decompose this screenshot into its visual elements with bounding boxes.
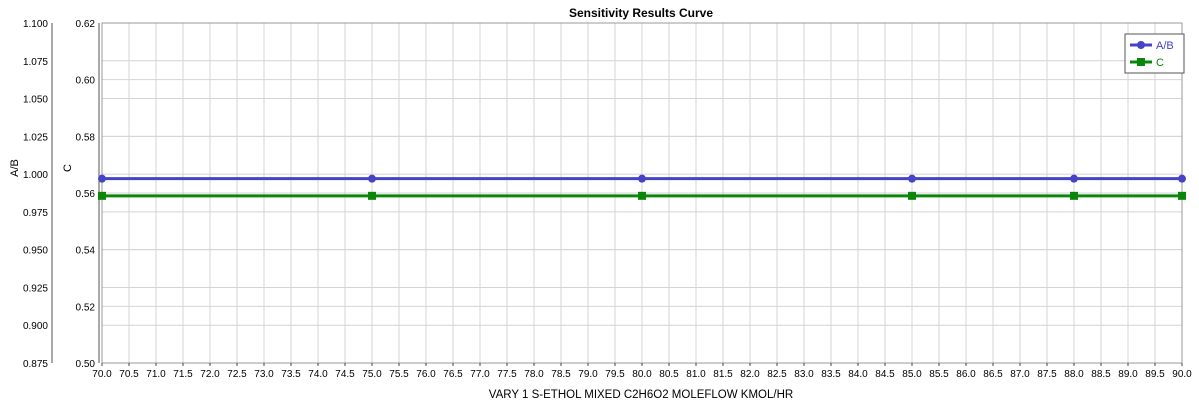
x-tick-label: 75.5 bbox=[389, 369, 409, 380]
legend-label-c: C bbox=[1156, 57, 1164, 69]
x-tick-label: 78.5 bbox=[551, 369, 571, 380]
x-tick-label: 85.0 bbox=[902, 369, 922, 380]
x-tick-label: 76.0 bbox=[416, 369, 436, 380]
x-tick-label: 82.0 bbox=[740, 369, 760, 380]
x-tick-label: 86.0 bbox=[956, 369, 976, 380]
x-tick-label: 73.0 bbox=[254, 369, 274, 380]
x-tick-label: 89.0 bbox=[1118, 369, 1138, 380]
data-point-c bbox=[1178, 191, 1186, 200]
data-point-ab bbox=[98, 174, 106, 183]
x-tick-label: 71.0 bbox=[146, 369, 166, 380]
x-tick-label: 82.5 bbox=[767, 369, 787, 380]
x-tick-label: 71.5 bbox=[173, 369, 193, 380]
y-tick-label-ab: 0.900 bbox=[23, 321, 48, 332]
x-tick-label: 79.0 bbox=[578, 369, 598, 380]
y-tick-label-ab: 1.100 bbox=[23, 19, 48, 30]
y-tick-label-c: 0.54 bbox=[76, 246, 96, 257]
y-tick-label-ab: 1.000 bbox=[23, 170, 48, 181]
data-point-ab bbox=[1070, 174, 1078, 183]
x-tick-label: 87.0 bbox=[1010, 369, 1030, 380]
x-tick-label: 75.0 bbox=[362, 369, 382, 380]
y-tick-label-c: 0.56 bbox=[76, 189, 96, 200]
y-tick-label-c: 0.58 bbox=[76, 132, 96, 143]
x-tick-label: 84.0 bbox=[848, 369, 868, 380]
legend: A/B C bbox=[1124, 33, 1185, 74]
x-tick-label: 70.0 bbox=[92, 369, 112, 380]
x-tick-label: 87.5 bbox=[1037, 369, 1057, 380]
data-point-c bbox=[908, 191, 916, 200]
y-tick-label-ab: 0.875 bbox=[23, 359, 48, 370]
x-tick-label: 83.5 bbox=[821, 369, 841, 380]
x-tick-label: 88.0 bbox=[1064, 369, 1084, 380]
x-tick-label: 74.5 bbox=[335, 369, 355, 380]
chart-title: Sensitivity Results Curve bbox=[569, 6, 713, 20]
legend-box bbox=[1124, 33, 1185, 74]
x-tick-label: 77.5 bbox=[497, 369, 517, 380]
y-tick-label-c: 0.52 bbox=[76, 302, 96, 313]
series-layer bbox=[98, 174, 1186, 200]
legend-label-ab: A/B bbox=[1156, 40, 1174, 52]
x-tick-label: 74.0 bbox=[308, 369, 328, 380]
data-point-c bbox=[638, 191, 646, 200]
x-tick-label: 88.5 bbox=[1091, 369, 1111, 380]
x-tick-label: 79.5 bbox=[605, 369, 625, 380]
legend-marker-c bbox=[1137, 58, 1145, 66]
y-tick-label-c: 0.62 bbox=[76, 19, 96, 30]
x-tick-label: 72.5 bbox=[227, 369, 247, 380]
data-point-ab bbox=[1178, 174, 1186, 183]
ticks-layer: 70.0 70.5 71.0 71.5 72.0 72.5 73.0 73.5 74.0 74.5… bbox=[23, 19, 1192, 380]
x-tick-label: 81.5 bbox=[713, 369, 733, 380]
y-tick-label-c: 0.60 bbox=[76, 76, 96, 87]
x-tick-label: 90.0 bbox=[1172, 369, 1192, 380]
x-tick-label: 83.0 bbox=[794, 369, 814, 380]
x-tick-label: 78.0 bbox=[524, 369, 544, 380]
x-tick-label: 80.0 bbox=[632, 369, 652, 380]
y-tick-label-ab: 1.050 bbox=[23, 95, 48, 106]
data-point-c bbox=[368, 191, 376, 200]
y-tick-label-ab: 1.075 bbox=[23, 57, 48, 68]
x-tick-label: 85.5 bbox=[929, 369, 949, 380]
x-axis-label: VARY 1 S-ETHOL MIXED C2H6O2 MOLEFLOW KMO… bbox=[489, 389, 793, 401]
x-tick-label: 70.5 bbox=[119, 369, 139, 380]
y-tick-label-ab: 0.975 bbox=[23, 208, 48, 219]
y-tick-label-ab: 1.025 bbox=[23, 132, 48, 143]
y-axis-label-c: C bbox=[62, 164, 74, 172]
x-tick-label: 77.0 bbox=[470, 369, 490, 380]
y-tick-label-c: 0.50 bbox=[76, 359, 96, 370]
x-tick-label: 72.0 bbox=[200, 369, 220, 380]
data-point-c bbox=[1070, 191, 1078, 200]
y-tick-label-ab: 0.925 bbox=[23, 283, 48, 294]
x-tick-label: 80.5 bbox=[659, 369, 679, 380]
data-point-ab bbox=[908, 174, 916, 183]
x-tick-label: 84.5 bbox=[875, 369, 895, 380]
x-tick-label: 89.5 bbox=[1145, 369, 1165, 380]
data-point-c bbox=[98, 191, 106, 200]
y-axis-label-ab: A/B bbox=[9, 159, 21, 177]
x-tick-label: 81.0 bbox=[686, 369, 706, 380]
x-tick-label: 73.5 bbox=[281, 369, 301, 380]
x-tick-label: 86.5 bbox=[983, 369, 1003, 380]
legend-marker-ab bbox=[1137, 41, 1145, 49]
x-tick-label: 76.5 bbox=[443, 369, 463, 380]
data-point-ab bbox=[638, 174, 646, 183]
data-point-ab bbox=[368, 174, 376, 183]
y-tick-label-ab: 0.950 bbox=[23, 246, 48, 257]
